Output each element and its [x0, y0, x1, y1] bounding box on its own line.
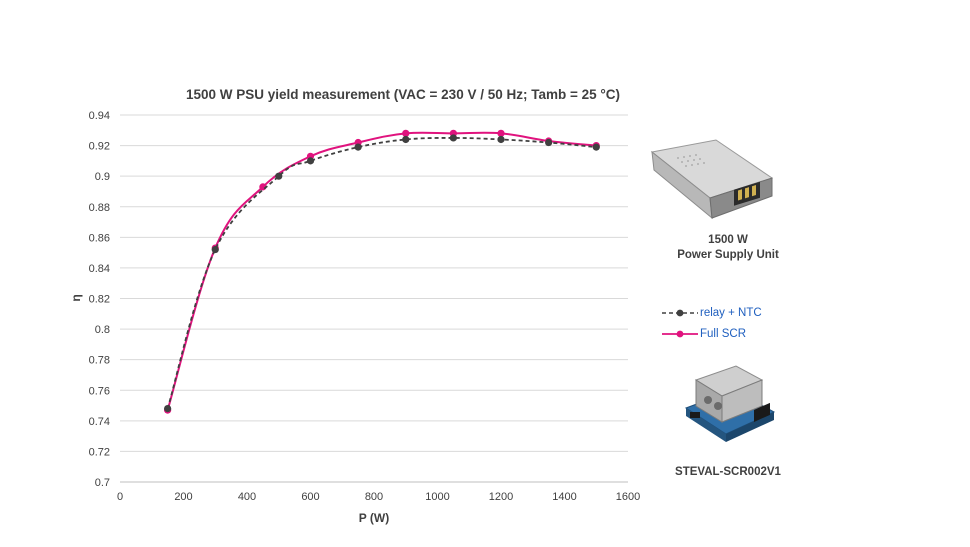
data-point-relay-ntc [354, 143, 362, 151]
y-tick-label: 0.78 [89, 355, 110, 367]
data-point-relay-ntc [449, 134, 457, 142]
data-point-full-scr [402, 129, 410, 137]
x-tick-label: 400 [238, 491, 256, 503]
y-tick-label: 0.8 [95, 324, 110, 336]
y-tick-label: 0.88 [89, 202, 110, 214]
x-tick-labels: 0 200 400 600 800 1000 1200 1400 1600 [117, 491, 640, 503]
y-tick-labels: 0.7 0.72 0.74 0.76 0.78 0.8 0.82 0.84 0.86 0.88 0.… [89, 110, 110, 489]
y-tick-label: 0.86 [89, 232, 110, 244]
data-point-relay-ntc [164, 405, 172, 413]
power-supply-caption-line1: 1500 W [708, 234, 748, 246]
y-tick-label: 0.76 [89, 385, 110, 397]
data-point-relay-ntc [402, 135, 410, 144]
y-tick-label: 0.82 [89, 294, 110, 306]
x-tick-label: 800 [365, 491, 383, 503]
x-tick-label: 200 [174, 491, 192, 503]
data-point-relay-ntc [497, 135, 505, 144]
power-supply-caption-line2: Power Supply Unit [677, 249, 779, 261]
grid-lines [120, 114, 628, 452]
series-layer [164, 129, 600, 414]
legend-label-full-scr: Full SCR [700, 327, 747, 340]
y-tick-label: 0.9 [95, 171, 110, 183]
steval-caption: STEVAL-SCR002V1 [652, 465, 804, 480]
y-tick-label: 0.72 [89, 446, 110, 458]
data-point-relay-ntc [592, 143, 600, 151]
x-tick-label: 1400 [552, 491, 576, 503]
legend-swatch-full-scr [662, 330, 698, 337]
series-full-scr [164, 129, 600, 414]
legend-label-relay-ntc: relay + NTC [700, 306, 762, 319]
series-line-relay-ntc [166, 137, 597, 409]
data-point-relay-ntc [275, 172, 283, 180]
steval-caption-line1: STEVAL-SCR002V1 [675, 466, 781, 478]
power-supply-unit-image [650, 139, 774, 220]
x-tick-label: 1000 [425, 491, 449, 503]
legend-item-full-scr: Full SCR [662, 323, 762, 344]
x-tick-label: 1200 [489, 491, 513, 503]
data-point-relay-ntc [306, 157, 315, 165]
data-point-full-scr [497, 129, 505, 137]
x-axis-label: P (W) [359, 511, 389, 525]
series-line-full-scr [166, 131, 597, 411]
y-tick-label: 0.84 [89, 263, 110, 275]
legend-swatch-relay-ntc [662, 309, 698, 316]
y-tick-label: 0.92 [89, 141, 110, 153]
legend-item-relay-ntc: relay + NTC [662, 302, 762, 323]
legend: relay + NTC Full SCR [662, 302, 762, 344]
chart-title: 1500 W PSU yield measurement (VAC = 230 … [186, 87, 620, 102]
x-tick-label: 600 [301, 491, 319, 503]
y-tick-label: 0.74 [89, 416, 110, 428]
power-supply-caption: 1500 W Power Supply Unit [652, 233, 804, 263]
series-relay-ntc [164, 134, 600, 413]
x-tick-label: 0 [117, 491, 123, 503]
data-point-relay-ntc [211, 245, 219, 254]
y-tick-label: 0.94 [89, 110, 110, 122]
x-tick-label: 1600 [616, 491, 640, 503]
steval-board-image [684, 365, 776, 442]
y-axis-label: η [69, 294, 83, 301]
data-point-relay-ntc [545, 138, 553, 147]
y-tick-label: 0.7 [95, 477, 110, 489]
